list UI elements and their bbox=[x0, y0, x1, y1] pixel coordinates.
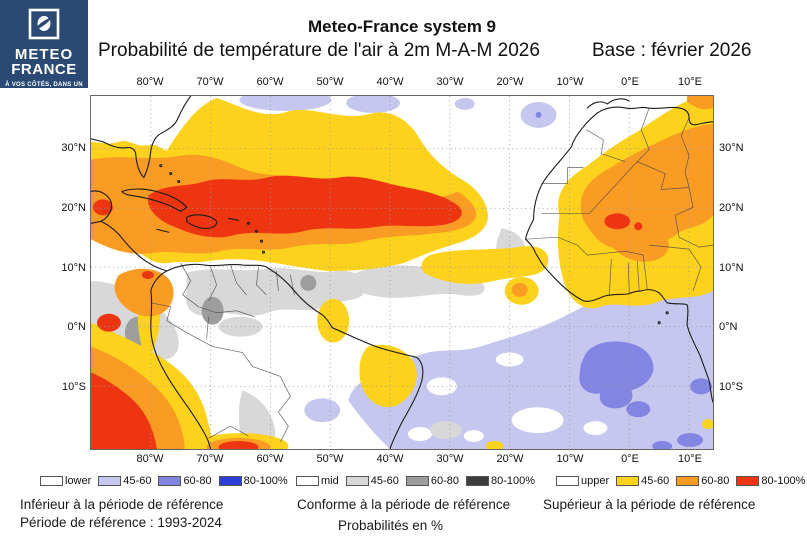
legend-swatch-mid-45-60 bbox=[345, 476, 369, 486]
x-tick-label: 70°W bbox=[196, 453, 224, 465]
x-tick-label: 10°W bbox=[556, 76, 584, 88]
legend-item: 60-80 bbox=[158, 475, 212, 487]
y-tick-label: 10°S bbox=[62, 381, 86, 393]
legend-item: upper bbox=[556, 475, 609, 487]
y-tick-label: 0°N bbox=[67, 321, 86, 333]
x-tick-label: 20°W bbox=[496, 76, 524, 88]
y-tick-label: 30°N bbox=[719, 142, 744, 154]
legend-item: 45-60 bbox=[98, 475, 151, 487]
y-tick-label: 20°N bbox=[719, 202, 744, 214]
legend-item: 80-100% bbox=[466, 475, 535, 487]
legend-swatch-mid-80-100 bbox=[466, 476, 490, 486]
x-tick-label: 10°W bbox=[556, 453, 584, 465]
x-tick-label: 50°W bbox=[316, 76, 344, 88]
legend-swatch-lower-60-80 bbox=[158, 476, 182, 486]
reference-period: Période de référence : 1993-2024 bbox=[20, 515, 222, 530]
logo-tagline: À VOS CÔTÉS, DANS UN CLIMAT QUI CHANGE bbox=[5, 82, 83, 96]
y-tick-label: 0°N bbox=[719, 321, 738, 333]
caption-lower: Inférieur à la période de référence bbox=[20, 497, 224, 512]
x-tick-label: 20°W bbox=[496, 453, 524, 465]
y-tick-label: 10°N bbox=[61, 262, 86, 274]
legend-swatch-lower-80-100 bbox=[218, 476, 242, 486]
x-tick-label: 70°W bbox=[196, 76, 224, 88]
x-tick-label: 30°W bbox=[436, 453, 464, 465]
x-tick-label: 80°W bbox=[136, 76, 164, 88]
logo-text-line2: FRANCE bbox=[11, 61, 77, 78]
probability-map bbox=[89, 89, 714, 459]
x-tick-label: 80°W bbox=[136, 453, 164, 465]
logo-text-line1: METEO bbox=[14, 46, 74, 63]
page-title: Meteo-France system 9 bbox=[307, 17, 497, 36]
caption-upper: Supérieur à la période de référence bbox=[543, 497, 756, 512]
x-tick-label: 40°W bbox=[376, 453, 404, 465]
meteo-france-logo: METEO FRANCE À VOS CÔTÉS, DANS UN CLIMAT… bbox=[0, 0, 88, 96]
legend-swatch-upper-white bbox=[556, 476, 579, 486]
meteo-france-logo-icon bbox=[28, 8, 60, 40]
x-tick-label: 30°W bbox=[436, 76, 464, 88]
legend-item: 45-60 bbox=[616, 475, 669, 487]
legend-swatch-lower-white bbox=[40, 476, 63, 486]
y-tick-label: 10°N bbox=[719, 262, 744, 274]
x-tick-label: 10°E bbox=[678, 76, 702, 88]
y-tick-label: 20°N bbox=[61, 202, 86, 214]
legend-swatch-lower-45-60 bbox=[98, 476, 122, 486]
legend-item: lower bbox=[40, 475, 91, 487]
probability-map-graphic bbox=[89, 89, 714, 459]
legend-upper: upper 45-60 60-80 80-100% bbox=[556, 474, 805, 488]
legend-item: 80-100% bbox=[736, 475, 805, 487]
legend-lower: lower 45-60 60-80 80-100% bbox=[40, 474, 288, 488]
legend-item: 60-80 bbox=[405, 475, 459, 487]
x-tick-label: 40°W bbox=[376, 76, 404, 88]
legend-item: mid bbox=[296, 475, 339, 487]
legend-swatch-mid-white bbox=[296, 476, 319, 486]
legend-item: 80-100% bbox=[218, 475, 288, 487]
legend-swatch-upper-80-100 bbox=[736, 476, 760, 486]
x-tick-label: 0°E bbox=[621, 76, 639, 88]
x-tick-label: 10°E bbox=[678, 453, 702, 465]
x-tick-label: 60°W bbox=[256, 76, 284, 88]
legend-item: 60-80 bbox=[676, 475, 729, 487]
x-tick-label: 50°W bbox=[316, 453, 344, 465]
legend-swatch-mid-60-80 bbox=[405, 476, 429, 486]
x-tick-label: 60°W bbox=[256, 453, 284, 465]
caption-mid: Conforme à la période de référence bbox=[297, 497, 511, 512]
base-date-label: Base : février 2026 bbox=[592, 40, 752, 61]
y-tick-label: 30°N bbox=[61, 142, 86, 154]
legend-mid: mid 45-60 60-80 80-100% bbox=[296, 474, 535, 488]
page-subtitle: Probabilité de température de l'air à 2m… bbox=[98, 40, 540, 61]
units-note: Probabilités en % bbox=[338, 518, 444, 533]
legend-swatch-upper-45-60 bbox=[616, 476, 640, 486]
x-tick-label: 0°E bbox=[621, 453, 639, 465]
legend-swatch-upper-60-80 bbox=[676, 476, 700, 486]
y-tick-label: 10°S bbox=[719, 381, 743, 393]
legend-item: 45-60 bbox=[345, 475, 399, 487]
